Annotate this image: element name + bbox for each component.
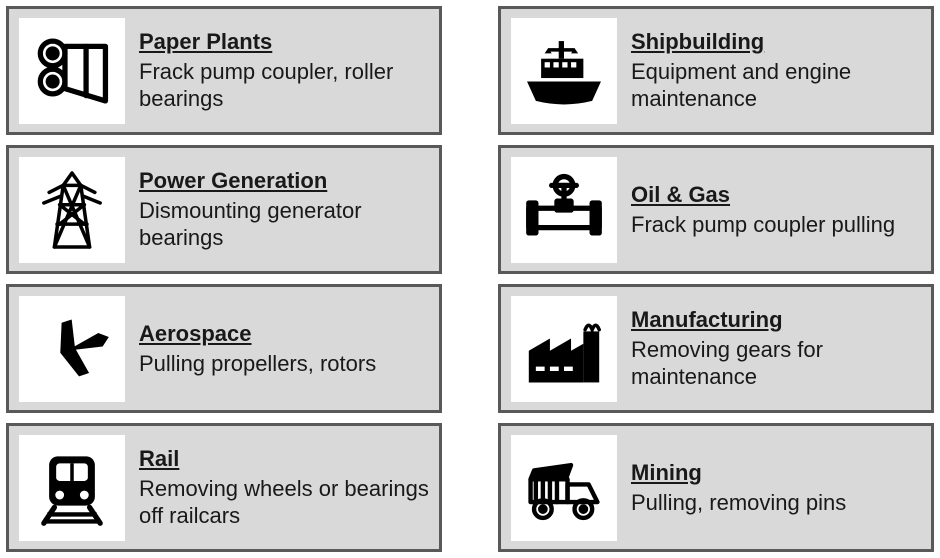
- card-desc: Removing wheels or bearings off railcars: [139, 476, 429, 529]
- industry-grid: Paper Plants Frack pump coupler, roller …: [6, 6, 934, 552]
- card-text: Oil & Gas Frack pump coupler pulling: [631, 181, 921, 238]
- oil-gas-icon: [511, 157, 617, 263]
- card-title: Mining: [631, 459, 702, 487]
- shipbuilding-icon: [511, 18, 617, 124]
- card-power-generation: Power Generation Dismounting generator b…: [6, 145, 442, 274]
- card-text: Mining Pulling, removing pins: [631, 459, 921, 516]
- card-text: Shipbuilding Equipment and engine mainte…: [631, 28, 921, 113]
- card-desc: Frack pump coupler pulling: [631, 212, 895, 237]
- rail-icon: [19, 435, 125, 541]
- card-title: Oil & Gas: [631, 181, 730, 209]
- aerospace-icon: [19, 296, 125, 402]
- card-shipbuilding: Shipbuilding Equipment and engine mainte…: [498, 6, 934, 135]
- card-manufacturing: Manufacturing Removing gears for mainten…: [498, 284, 934, 413]
- mining-icon: [511, 435, 617, 541]
- power-generation-icon: [19, 157, 125, 263]
- card-desc: Frack pump coupler, roller bearings: [139, 59, 393, 112]
- card-rail: Rail Removing wheels or bearings off rai…: [6, 423, 442, 552]
- card-desc: Equipment and engine maintenance: [631, 59, 851, 112]
- card-aerospace: Aerospace Pulling propellers, rotors: [6, 284, 442, 413]
- card-oil-gas: Oil & Gas Frack pump coupler pulling: [498, 145, 934, 274]
- card-paper-plants: Paper Plants Frack pump coupler, roller …: [6, 6, 442, 135]
- card-title: Manufacturing: [631, 306, 783, 334]
- card-text: Power Generation Dismounting generator b…: [139, 167, 429, 252]
- card-desc: Removing gears for maintenance: [631, 337, 823, 390]
- card-desc: Pulling propellers, rotors: [139, 351, 376, 376]
- card-title: Paper Plants: [139, 28, 272, 56]
- card-title: Rail: [139, 445, 179, 473]
- card-desc: Pulling, removing pins: [631, 490, 846, 515]
- card-desc: Dismounting generator bearings: [139, 198, 362, 251]
- card-text: Paper Plants Frack pump coupler, roller …: [139, 28, 429, 113]
- card-title: Shipbuilding: [631, 28, 764, 56]
- manufacturing-icon: [511, 296, 617, 402]
- card-mining: Mining Pulling, removing pins: [498, 423, 934, 552]
- card-title: Aerospace: [139, 320, 252, 348]
- paper-plants-icon: [19, 18, 125, 124]
- card-text: Rail Removing wheels or bearings off rai…: [139, 445, 429, 530]
- card-text: Manufacturing Removing gears for mainten…: [631, 306, 921, 391]
- card-text: Aerospace Pulling propellers, rotors: [139, 320, 429, 377]
- card-title: Power Generation: [139, 167, 327, 195]
